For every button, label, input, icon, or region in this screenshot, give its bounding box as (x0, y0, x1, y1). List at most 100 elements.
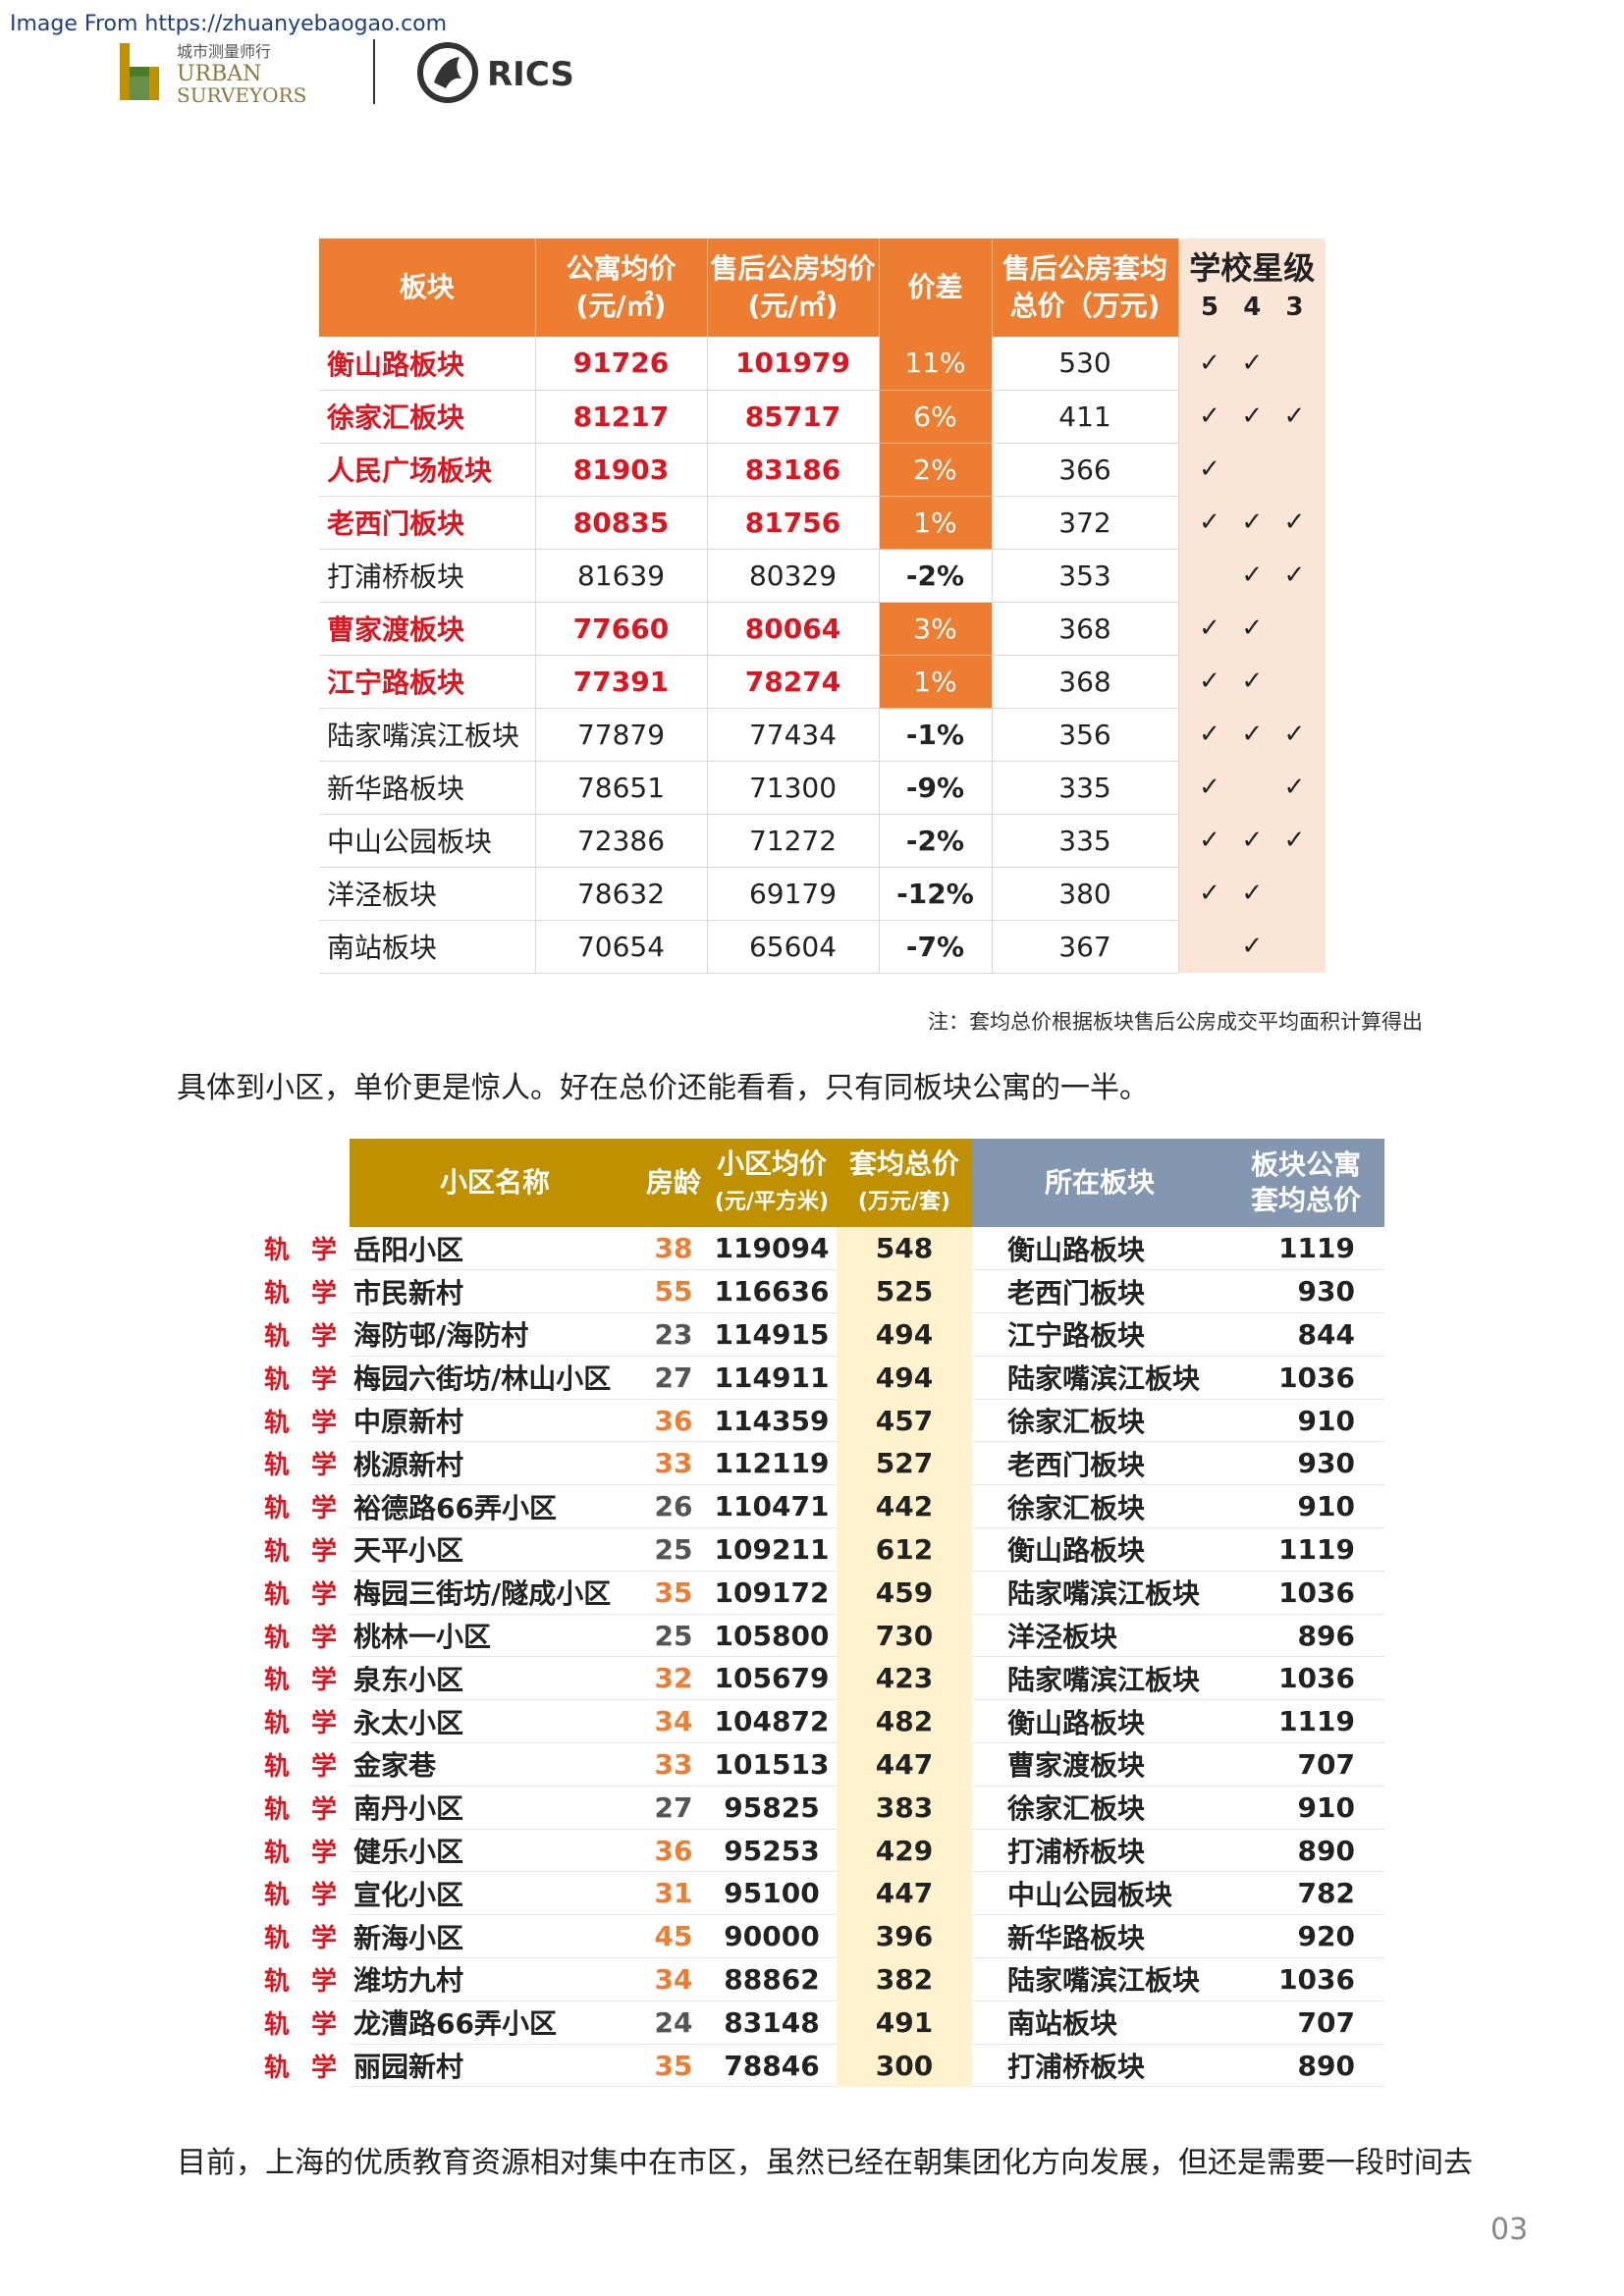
school-stars: ✓ ✓ (1178, 655, 1326, 708)
block-apt-total: 910 (1227, 1399, 1384, 1443)
building-age: 33 (640, 1441, 707, 1486)
star5-check: ✓ (1199, 879, 1220, 908)
located-block: 陆家嘴滨江板块 (972, 1356, 1227, 1400)
school-stars: ✓ ✓ ✓ (1178, 708, 1326, 761)
block-apt-total: 930 (1227, 1441, 1384, 1486)
star4-check: ✓ (1241, 720, 1264, 749)
rail-tag: 轨 (263, 1408, 290, 1438)
rail-tag: 轨 (263, 1666, 290, 1696)
building-age: 36 (640, 1829, 707, 1873)
star5-check: ✓ (1199, 826, 1220, 855)
table2-row: 轨学永太小区 34 104872 482 衡山路板块 1119 (255, 1699, 1384, 1744)
located-block: 新华路板块 (972, 1914, 1227, 1959)
school-stars: ✓ ✓ (1178, 761, 1326, 814)
community-total: 525 (837, 1269, 972, 1314)
table2-row: 轨学中原新村 36 114359 457 徐家汇板块 910 (255, 1399, 1384, 1443)
located-block: 衡山路板块 (972, 1699, 1227, 1744)
table2-row: 轨学丽园新村 35 78846 300 打浦桥板块 890 (255, 2044, 1384, 2088)
star3-check (1274, 879, 1314, 908)
school-tag: 学 (310, 1966, 337, 1997)
apt-price: 91726 (535, 337, 708, 391)
located-block: 洋泾板块 (972, 1614, 1227, 1658)
community-total: 459 (837, 1571, 972, 1615)
block-price-table: 板块 公寓均价 (元/㎡) 售后公房均价 (元/㎡) 价差 售后公房套均 总价（万元)… (319, 239, 1326, 974)
community-total: 494 (837, 1356, 972, 1400)
located-block: 南站板块 (972, 2001, 1227, 2045)
located-block: 徐家汇板块 (972, 1399, 1227, 1443)
community-total: 423 (837, 1656, 972, 1701)
community-total: 447 (837, 1871, 972, 1916)
apt-price: 77879 (535, 708, 708, 762)
community-name: 梅园六街坊/林山小区 (350, 1356, 640, 1400)
price-diff: 1% (879, 655, 993, 709)
school-tag: 学 (310, 1881, 337, 1911)
community-name: 新海小区 (350, 1914, 640, 1959)
table1-row: 徐家汇板块 81217 85717 6% 411 ✓ ✓ ✓ (319, 390, 1326, 444)
public-price: 101979 (707, 337, 880, 391)
rics-text: RICS (487, 55, 574, 94)
table2-row: 轨学桃林一小区 25 105800 730 洋泾板块 896 (255, 1614, 1384, 1658)
header-community-name: 小区名称 (350, 1139, 640, 1227)
public-price: 80329 (707, 549, 880, 603)
avg-total: 356 (992, 708, 1179, 762)
avg-total: 530 (992, 337, 1179, 391)
block-apt-total: 844 (1227, 1312, 1384, 1357)
located-block: 老西门板块 (972, 1441, 1227, 1486)
rail-tag: 轨 (263, 1751, 290, 1782)
block-apt-total: 782 (1227, 1871, 1384, 1916)
rail-tag: 轨 (263, 1236, 290, 1266)
header-avg-total: 售后公房套均 总价（万元) (992, 239, 1179, 337)
block-name: 打浦桥板块 (319, 549, 536, 603)
community-name: 泉东小区 (350, 1656, 640, 1701)
community-total: 730 (837, 1614, 972, 1658)
star5-check (1190, 932, 1229, 961)
table1-row: 新华路板块 78651 71300 -9% 335 ✓ ✓ (319, 761, 1326, 815)
block-apt-total: 1119 (1227, 1699, 1384, 1744)
rail-tag: 轨 (263, 1623, 290, 1653)
located-block: 打浦桥板块 (972, 1829, 1227, 1873)
block-apt-total: 1036 (1227, 1356, 1384, 1400)
rail-tag: 轨 (263, 2053, 290, 2083)
community-total: 482 (837, 1699, 972, 1744)
rail-tag: 轨 (263, 1794, 290, 1825)
header-public-price: 售后公房均价 (元/㎡) (707, 239, 880, 337)
community-total: 447 (837, 1742, 972, 1787)
table2-row: 轨学市民新村 55 116636 525 老西门板块 930 (255, 1269, 1384, 1314)
rail-tag: 轨 (263, 1321, 290, 1352)
building-age: 35 (640, 2044, 707, 2088)
star3-check: ✓ (1283, 773, 1306, 802)
star4-check: ✓ (1241, 879, 1264, 908)
community-price: 95825 (707, 1786, 837, 1830)
block-apt-total: 1119 (1227, 1227, 1384, 1271)
block-apt-total: 1119 (1227, 1527, 1384, 1572)
community-price: 110471 (707, 1484, 837, 1529)
community-name: 中原新村 (350, 1399, 640, 1443)
community-price: 116636 (707, 1269, 837, 1314)
community-name: 龙漕路66弄小区 (350, 2001, 640, 2045)
avg-total: 335 (992, 814, 1179, 868)
community-name: 宣化小区 (350, 1871, 640, 1916)
avg-total: 335 (992, 761, 1179, 815)
building-age: 34 (640, 1699, 707, 1744)
header-diff: 价差 (879, 239, 993, 337)
watermark-text: Image From https://zhuanyebaogao.com (10, 12, 448, 36)
block-name: 徐家汇板块 (319, 390, 536, 444)
table2-row: 轨学宣化小区 31 95100 447 中山公园板块 782 (255, 1871, 1384, 1916)
table1-row: 老西门板块 80835 81756 1% 372 ✓ ✓ ✓ (319, 496, 1326, 550)
price-diff: 1% (879, 496, 993, 550)
price-diff: -12% (879, 867, 993, 921)
community-price: 95100 (707, 1871, 837, 1916)
header-apt-price: 公寓均价 (元/㎡) (535, 239, 708, 337)
avg-total: 368 (992, 602, 1179, 656)
community-price: 114911 (707, 1356, 837, 1400)
school-tag: 学 (310, 1451, 337, 1481)
block-name: 南站板块 (319, 920, 536, 974)
apt-price: 77660 (535, 602, 708, 656)
building-age: 25 (640, 1614, 707, 1658)
price-diff: 2% (879, 443, 993, 497)
community-name: 金家巷 (350, 1742, 640, 1787)
table2-row: 轨学海防邨/海防村 23 114915 494 江宁路板块 844 (255, 1312, 1384, 1357)
community-total: 612 (837, 1527, 972, 1572)
table2-row: 轨学梅园三街坊/隧成小区 35 109172 459 陆家嘴滨江板块 1036 (255, 1571, 1384, 1615)
community-price: 109172 (707, 1571, 837, 1615)
